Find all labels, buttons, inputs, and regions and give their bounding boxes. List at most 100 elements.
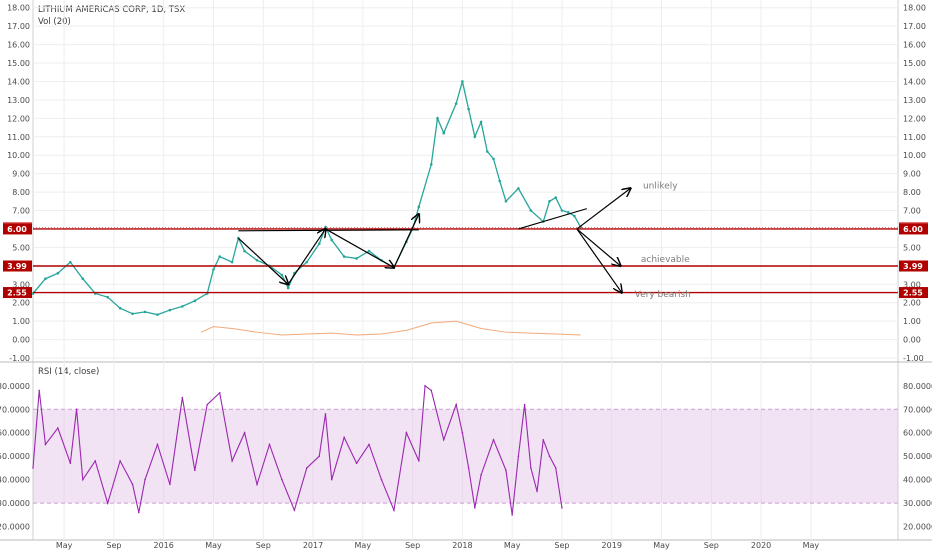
- time-axis-tick-label: May: [803, 541, 820, 550]
- left-price-tag: [3, 260, 32, 272]
- rsi-left-tick-label: 80.0000: [0, 382, 30, 391]
- right-price-tick-label: 8.00: [903, 188, 921, 197]
- rsi-point: [430, 389, 433, 392]
- rsi-point: [281, 478, 283, 481]
- right-price-tag: [899, 287, 928, 299]
- price-point: [429, 163, 433, 166]
- price-point: [44, 277, 47, 281]
- time-axis-tick-label: Sep: [405, 541, 420, 550]
- right-price-tag: [899, 260, 928, 272]
- rsi-point: [523, 403, 526, 406]
- left-price-tick-label: 9.00: [12, 170, 30, 179]
- price-point: [317, 242, 321, 245]
- rsi-point: [38, 389, 41, 392]
- left-price-tick-label: 13.00: [7, 96, 30, 105]
- right-price-tick-label: 16.00: [903, 41, 926, 50]
- left-price-tick-label: 7.00: [12, 207, 30, 216]
- trend-arrow: [237, 237, 288, 284]
- rsi-point: [81, 478, 84, 481]
- rsi-point: [561, 507, 563, 509]
- rsi-point: [467, 467, 470, 469]
- rsi-point: [156, 443, 159, 446]
- left-price-tick-label: 1.00: [12, 317, 30, 326]
- rsi-point: [243, 431, 246, 434]
- right-price-tick-label: 15.00: [903, 59, 926, 68]
- left-price-tag-label: 6.00: [7, 225, 27, 234]
- time-axis-tick-label: Sep: [704, 541, 719, 550]
- rsi-point: [206, 403, 209, 406]
- rsi-point: [69, 462, 72, 465]
- right-price-tick-label: 12.00: [903, 114, 926, 123]
- rsi-point: [268, 443, 271, 446]
- left-price-tick-label: 8.00: [12, 188, 30, 197]
- price-point: [573, 214, 576, 218]
- right-price-tick-label: 1.00: [903, 317, 921, 326]
- right-price-tick-label: 2.00: [903, 299, 921, 308]
- rsi-point: [218, 392, 221, 394]
- rsi-right-tick-label: 20.0000: [903, 523, 932, 532]
- rsi-point: [536, 490, 538, 493]
- rsi-point: [480, 474, 482, 476]
- rsi-point: [442, 438, 445, 441]
- left-price-tick-label: 0.00: [12, 336, 30, 345]
- price-point: [143, 310, 147, 314]
- rsi-point: [131, 483, 134, 486]
- volume-indicator-label: Vol (20): [38, 17, 71, 27]
- trend-arrow: [325, 228, 393, 268]
- rsi-point: [94, 460, 97, 462]
- right-price-tick-label: -1.00: [903, 354, 924, 363]
- price-point: [367, 249, 371, 253]
- rsi-point: [492, 438, 495, 441]
- price-point: [286, 286, 290, 290]
- right-price-tick-label: 17.00: [903, 22, 926, 31]
- price-point: [436, 117, 439, 120]
- rsi-point: [530, 467, 532, 469]
- rsi-point: [424, 384, 426, 387]
- rsi-point: [169, 483, 171, 486]
- price-point: [280, 273, 284, 277]
- rsi-point: [393, 509, 395, 511]
- price-point: [106, 295, 109, 299]
- trend-arrow: [287, 229, 325, 285]
- rsi-point: [324, 413, 327, 415]
- price-point: [454, 102, 458, 105]
- left-price-tick-label: 17.00: [7, 22, 30, 31]
- price-line: [32, 81, 582, 316]
- right-price-tag: [899, 223, 928, 235]
- rsi-left-tick-label: 30.0000: [0, 499, 30, 508]
- left-price-tick-label: 3.00: [12, 280, 30, 289]
- price-point: [566, 211, 570, 214]
- time-axis-tick-label: 2019: [602, 541, 622, 550]
- rsi-left-tick-label: 60.0000: [0, 429, 30, 438]
- rsi-point: [380, 478, 383, 481]
- left-price-tick-label: 15.00: [7, 59, 30, 68]
- left-price-tag-label: 2.55: [7, 289, 27, 298]
- price-point: [342, 255, 346, 258]
- left-price-tick-label: -1.00: [9, 354, 30, 363]
- rsi-point: [293, 509, 296, 511]
- rsi-point: [256, 483, 258, 486]
- time-axis-tick-label: May: [56, 541, 73, 550]
- rsi-point: [193, 469, 196, 472]
- price-point: [255, 258, 259, 262]
- trend-arrow: [576, 188, 631, 230]
- price-point: [230, 260, 234, 264]
- channel-line: [238, 229, 419, 232]
- time-axis-tick-label: 2017: [303, 541, 323, 550]
- time-axis-tick-label: Sep: [554, 541, 569, 550]
- price-point: [467, 107, 470, 111]
- rsi-right-tick-label: 60.0000: [903, 429, 932, 438]
- rsi-point: [505, 469, 507, 472]
- time-axis-tick-label: May: [355, 541, 372, 550]
- right-price-tick-label: 14.00: [903, 77, 926, 86]
- rsi-band: [33, 409, 898, 504]
- rsi-point: [144, 478, 146, 481]
- price-point: [118, 306, 122, 310]
- price-point: [243, 249, 246, 253]
- left-price-tick-label: 12.00: [7, 114, 30, 123]
- wedge-line: [518, 208, 588, 230]
- price-point: [492, 157, 495, 161]
- rsi-point: [330, 478, 333, 481]
- trend-arrow: [393, 214, 419, 268]
